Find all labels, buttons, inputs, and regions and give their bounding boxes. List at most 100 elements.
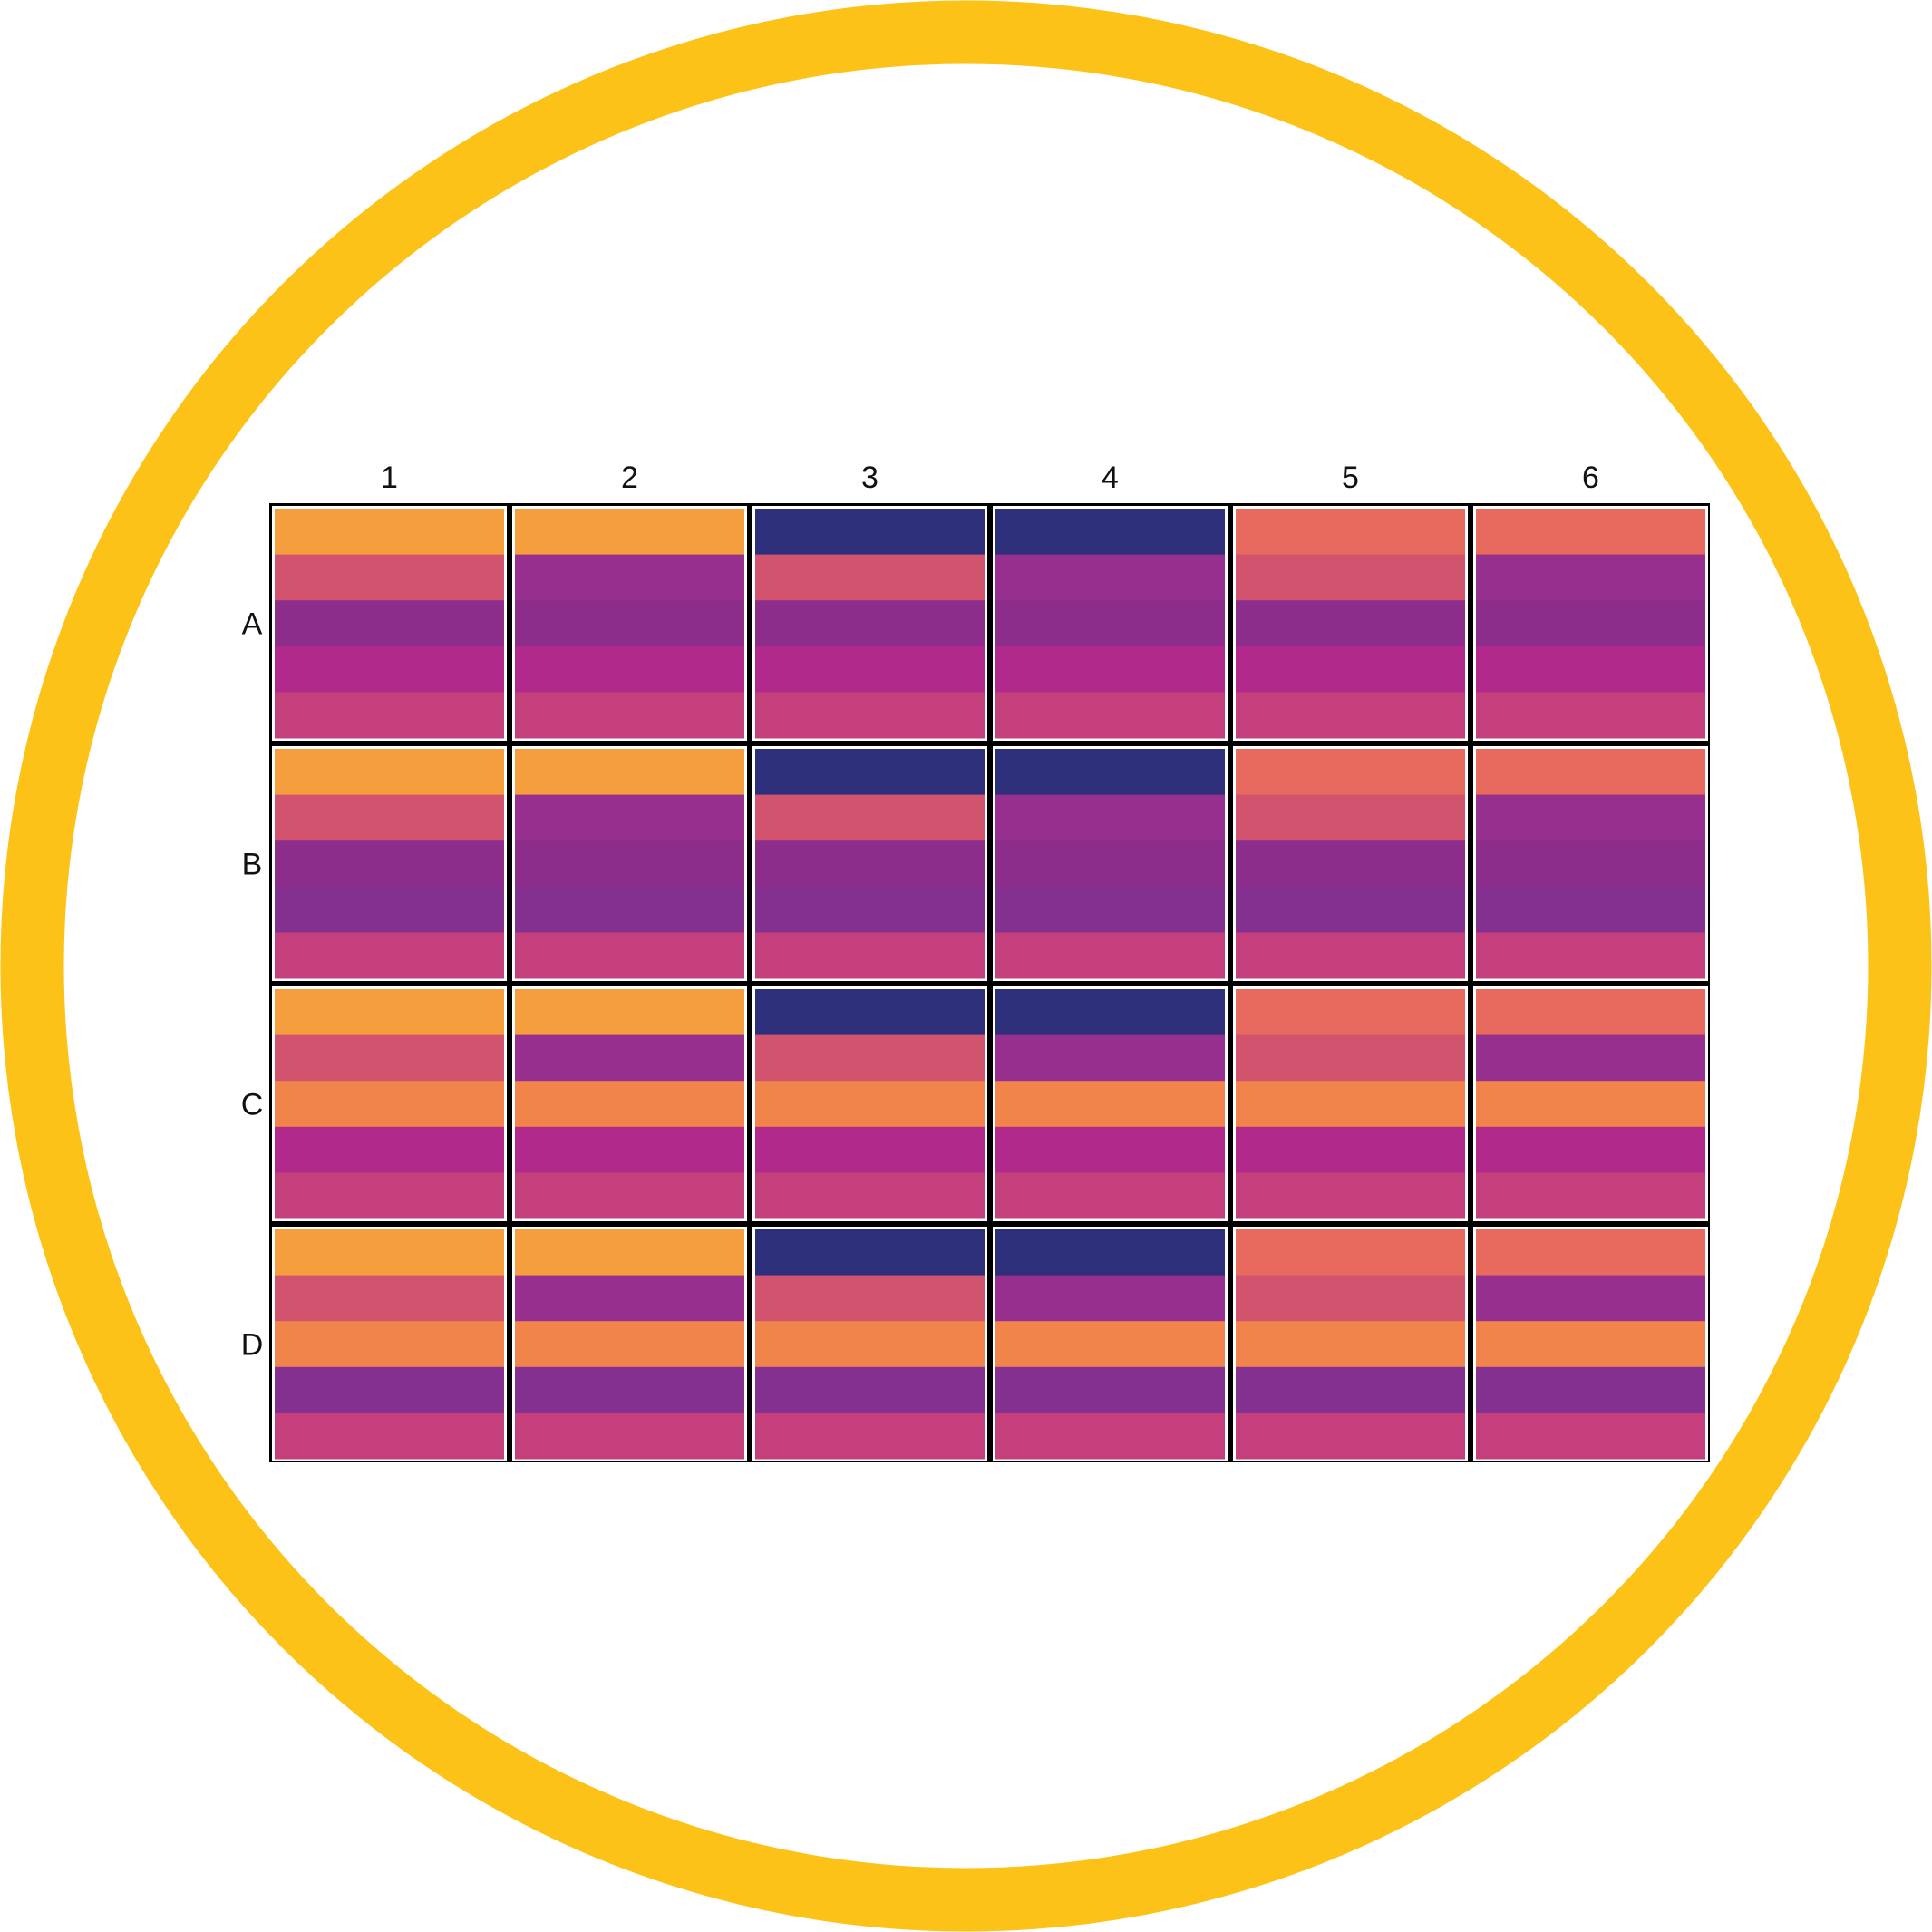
well-band [275,1321,504,1368]
well-band [755,1321,985,1368]
well-band [515,554,744,601]
well-band [515,1366,744,1413]
well-A2 [512,506,747,741]
well-band [1236,840,1465,888]
column-label-5: 5 [1342,461,1359,495]
well-band [515,509,744,556]
row-label-C: C [241,1088,264,1122]
well-band [995,1126,1225,1173]
well-band [1476,1321,1705,1368]
well-band [275,1413,504,1460]
well-band [755,1366,985,1413]
well-band [515,1034,744,1082]
well-band [755,1172,985,1219]
well-band [275,932,504,979]
well-D5 [1233,1227,1468,1461]
well-D2 [512,1227,747,1461]
well-band [275,509,504,556]
well-band [755,932,985,979]
well-band [275,1366,504,1413]
well-B5 [1233,746,1468,981]
well-band [1476,749,1705,796]
well-band [1476,1034,1705,1082]
well-band [1476,886,1705,933]
well-band [515,794,744,841]
well-band [515,989,744,1036]
well-A5 [1233,506,1468,741]
well-band [275,646,504,693]
well-band [1476,794,1705,841]
row-label-A: A [242,607,263,642]
well-band [755,600,985,647]
well-band [515,600,744,647]
well-band [275,840,504,888]
well-band [995,509,1225,556]
row-label-D: D [241,1328,264,1363]
well-band [1236,1081,1465,1128]
well-D3 [752,1227,987,1461]
well-band [275,1229,504,1277]
column-label-1: 1 [381,461,398,495]
well-band [275,1172,504,1219]
column-label-6: 6 [1582,461,1599,495]
well-band [995,1321,1225,1368]
well-band [275,886,504,933]
well-band [1476,1366,1705,1413]
well-band [1236,1034,1465,1082]
well-C6 [1473,986,1708,1221]
well-band [755,886,985,933]
well-band [1236,646,1465,693]
well-D4 [993,1227,1228,1461]
well-band [515,932,744,979]
well-band [275,794,504,841]
well-band [1236,1275,1465,1322]
well-band [1236,932,1465,979]
well-band [275,1126,504,1173]
well-D6 [1473,1227,1708,1461]
well-band [1236,554,1465,601]
well-band [1476,1229,1705,1277]
well-band [1236,509,1465,556]
well-band [1236,1172,1465,1219]
well-band [1476,509,1705,556]
well-band [755,1413,985,1460]
well-band [755,554,985,601]
column-label-3: 3 [861,461,879,495]
well-band [1476,554,1705,601]
well-B2 [512,746,747,981]
well-band [1476,989,1705,1036]
well-band [995,932,1225,979]
well-C2 [512,986,747,1221]
well-band [1236,692,1465,739]
well-band [995,646,1225,693]
well-band [1236,1229,1465,1277]
well-band [755,1126,985,1173]
well-band [995,794,1225,841]
well-band [1236,1413,1465,1460]
well-band [275,1275,504,1322]
well-band [275,989,504,1036]
well-C5 [1233,986,1468,1221]
well-band [755,1229,985,1277]
well-grid [272,506,1708,1461]
well-band [1236,886,1465,933]
well-band [995,1034,1225,1082]
well-band [1476,600,1705,647]
well-band [1236,794,1465,841]
well-band [515,1229,744,1277]
well-A6 [1473,506,1708,741]
well-band [755,749,985,796]
well-band [995,1366,1225,1413]
well-B6 [1473,746,1708,981]
well-A1 [272,506,507,741]
well-band [755,509,985,556]
well-band [515,1275,744,1322]
well-band [995,1413,1225,1460]
well-band [755,1034,985,1082]
well-band [755,840,985,888]
well-band [1236,749,1465,796]
well-band [995,1081,1225,1128]
